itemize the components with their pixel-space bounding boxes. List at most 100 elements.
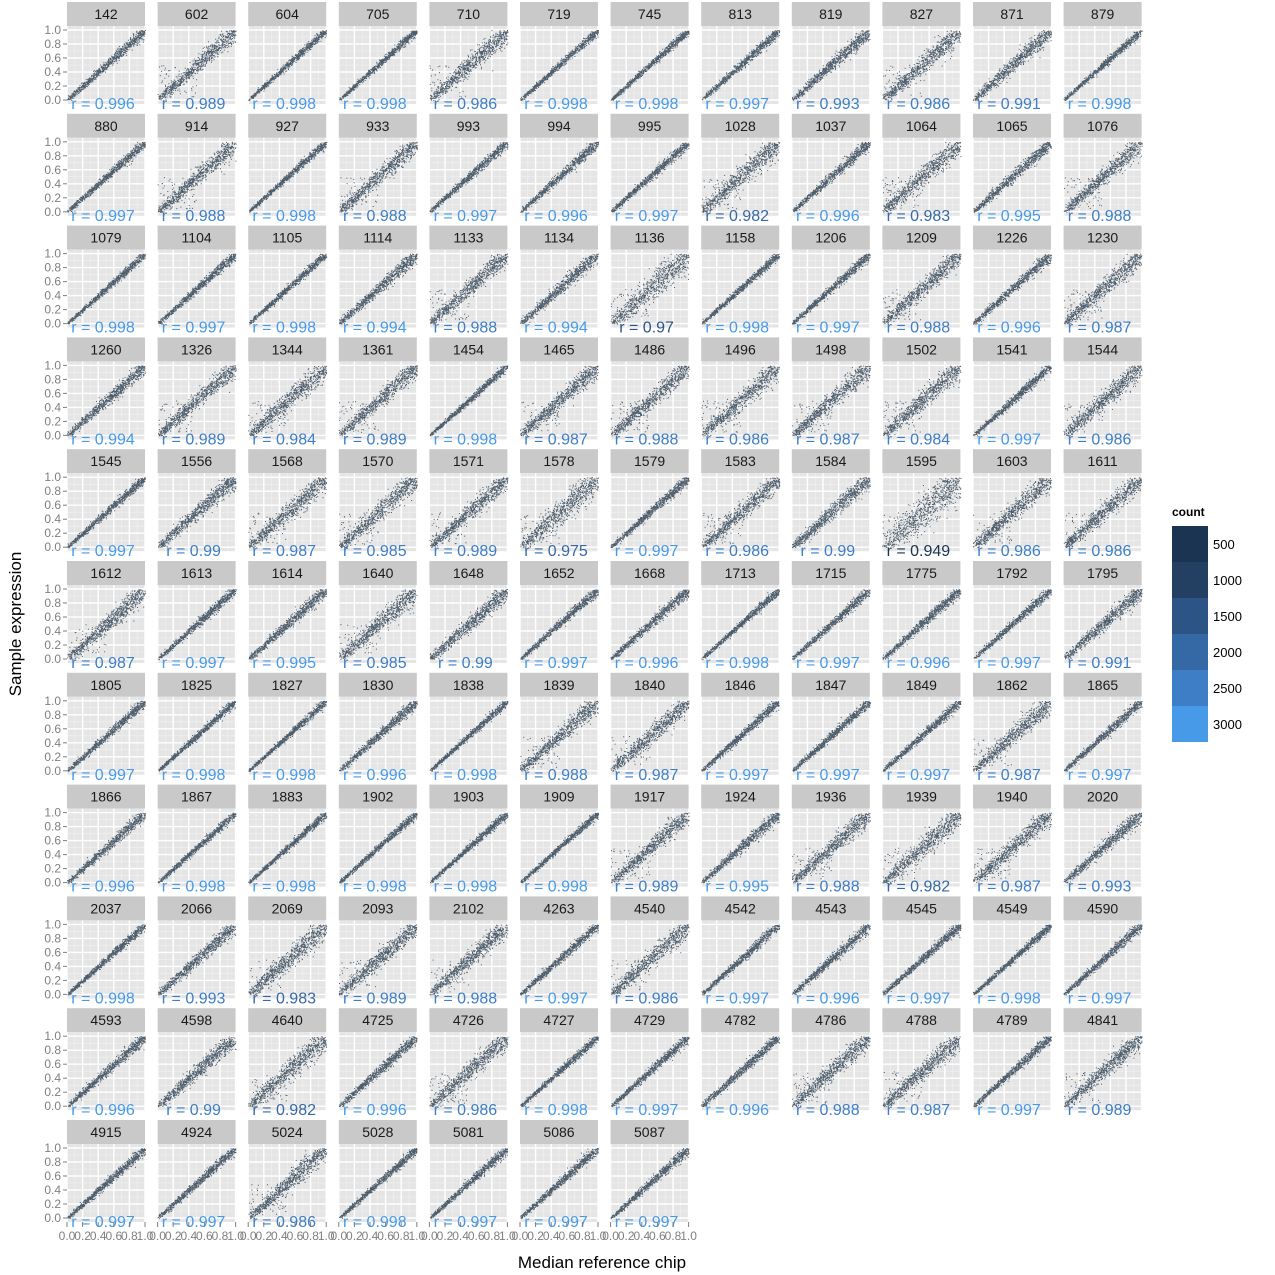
facet-strip (973, 2, 1051, 26)
facet-strip (791, 1008, 870, 1033)
facet-strip (429, 113, 508, 138)
scatter-points (610, 253, 690, 325)
scatter-points (610, 477, 690, 548)
facet-strip-label: 1206 (815, 230, 846, 246)
correlation-label: r = 0.997 (434, 208, 498, 225)
scatter-points (158, 477, 237, 548)
y-tick-label: 1.0 (44, 470, 61, 484)
facet-strip-label: 1652 (543, 565, 574, 581)
facet-strip-label: 1713 (725, 565, 756, 581)
scatter-points (610, 365, 690, 437)
facet-strip-label: 719 (547, 6, 571, 22)
correlation-label: r = 0.987 (71, 655, 135, 672)
scatter-points (882, 30, 962, 101)
correlation-label: r = 0.988 (1068, 208, 1132, 225)
facet-panel: 1541 r = 0.997 (972, 337, 1052, 448)
correlation-label: r = 0.997 (705, 990, 769, 1007)
facet-panel: 1133 r = 0.988 (428, 225, 509, 337)
y-tick-label: 0.2 (44, 973, 61, 987)
facet-panel: 1064 r = 0.983 (881, 113, 962, 225)
x-tick-label: 0.0 (59, 1229, 76, 1243)
y-tick-label: 0.6 (44, 610, 61, 624)
facet-panel: 1865 r = 0.997 (1062, 672, 1143, 784)
correlation-label: r = 0.998 (252, 767, 316, 784)
y-tick-label: 0.8 (44, 931, 61, 945)
facet-strip (157, 1008, 236, 1033)
facet-strip-label: 4924 (181, 1124, 212, 1140)
facet-panel: 1568 r = 0.987 (247, 449, 327, 560)
y-axis: 0.00.20.40.60.81.0 (44, 582, 67, 666)
facet-panel: 4729 r = 0.997 (609, 1008, 690, 1119)
facet-strip (610, 1008, 689, 1033)
facet-strip-label: 2069 (272, 900, 303, 916)
facet-strip-label: 1344 (272, 341, 303, 357)
facet-panel: 1498 r = 0.987 (791, 337, 871, 448)
facet-strip-label: 880 (94, 118, 118, 134)
correlation-label: r = 0.986 (705, 431, 769, 448)
facet-strip (429, 1120, 508, 1144)
facet-panel: 1209 r = 0.988 (881, 225, 962, 337)
y-tick-label: 0.2 (44, 862, 61, 876)
y-tick-label: 1.0 (44, 694, 61, 708)
correlation-label: r = 0.986 (887, 96, 951, 113)
facet-strip (610, 784, 689, 809)
facet-panel: 1805 r = 0.997 (66, 672, 146, 784)
y-axis: 0.00.20.40.60.81.0 (44, 694, 67, 778)
correlation-label: r = 0.997 (796, 767, 860, 784)
facet-panel: 1640 r = 0.985 (338, 561, 418, 672)
facet-panel: 4924 r = 0.997 (156, 1120, 237, 1231)
scatter-points (249, 141, 328, 213)
facet-strip (610, 1120, 689, 1144)
facet-panel: 1556 r = 0.99 (156, 449, 237, 560)
facet-strip (882, 337, 961, 362)
facet-strip (67, 449, 145, 474)
facet-panel: 1902 r = 0.998 (338, 784, 418, 896)
scatter-points (610, 589, 690, 660)
facet-strip (67, 113, 145, 138)
facet-strip (157, 449, 236, 474)
facet-panel: 1827 r = 0.998 (247, 672, 328, 784)
facet-strip (701, 672, 780, 697)
scatter-points (610, 30, 690, 101)
legend-swatch (1172, 598, 1208, 634)
facet-panel: 1486 r = 0.988 (609, 337, 690, 448)
facet-strip-label: 1065 (996, 118, 1027, 134)
x-tick-label: 0.0 (602, 1229, 619, 1243)
correlation-label: r = 0.996 (615, 655, 679, 672)
scatter-points (973, 589, 1052, 659)
x-tick-label: 0.4 (362, 1229, 379, 1243)
facet-strip (701, 225, 780, 250)
facet-panel: 1583 r = 0.986 (700, 449, 781, 560)
y-tick-label: 0.8 (44, 1155, 61, 1169)
scatter-points (67, 365, 146, 437)
correlation-label: r = 0.988 (162, 208, 226, 225)
correlation-label: r = 0.99 (166, 543, 221, 560)
scatter-points (973, 812, 1052, 883)
facet-panel: 1867 r = 0.998 (156, 784, 237, 896)
facet-strip (1063, 113, 1142, 138)
facet-panel: 4590 r = 0.997 (1062, 896, 1143, 1007)
facet-strip-label: 1158 (725, 230, 755, 246)
facet-strip-label: 2102 (453, 900, 484, 916)
legend-swatch (1172, 526, 1208, 562)
x-tick-label: 0.0 (330, 1229, 347, 1243)
legend-label: 1000 (1213, 573, 1242, 588)
facet-strip-label: 1940 (996, 789, 1027, 805)
facet-strip-label: 2020 (1087, 789, 1118, 805)
facet-strip-label: 1326 (181, 341, 212, 357)
facet-strip (973, 449, 1051, 474)
facet-strip (520, 2, 598, 26)
correlation-label: r = 0.996 (71, 1102, 135, 1119)
facet-strip-label: 1613 (181, 565, 212, 581)
facet-strip-label: 4598 (181, 1012, 212, 1028)
scatter-points (792, 1036, 871, 1108)
scatter-points (248, 477, 327, 549)
x-tick-label: 0.4 (452, 1229, 469, 1243)
correlation-label: r = 0.995 (977, 208, 1041, 225)
correlation-label: r = 0.984 (252, 431, 316, 448)
facet-strip-label: 1544 (1087, 341, 1118, 357)
x-tick-label: 0.6 (287, 1229, 304, 1243)
facet-panel: 1825 r = 0.998 (156, 672, 237, 784)
correlation-label: r = 0.987 (524, 431, 588, 448)
